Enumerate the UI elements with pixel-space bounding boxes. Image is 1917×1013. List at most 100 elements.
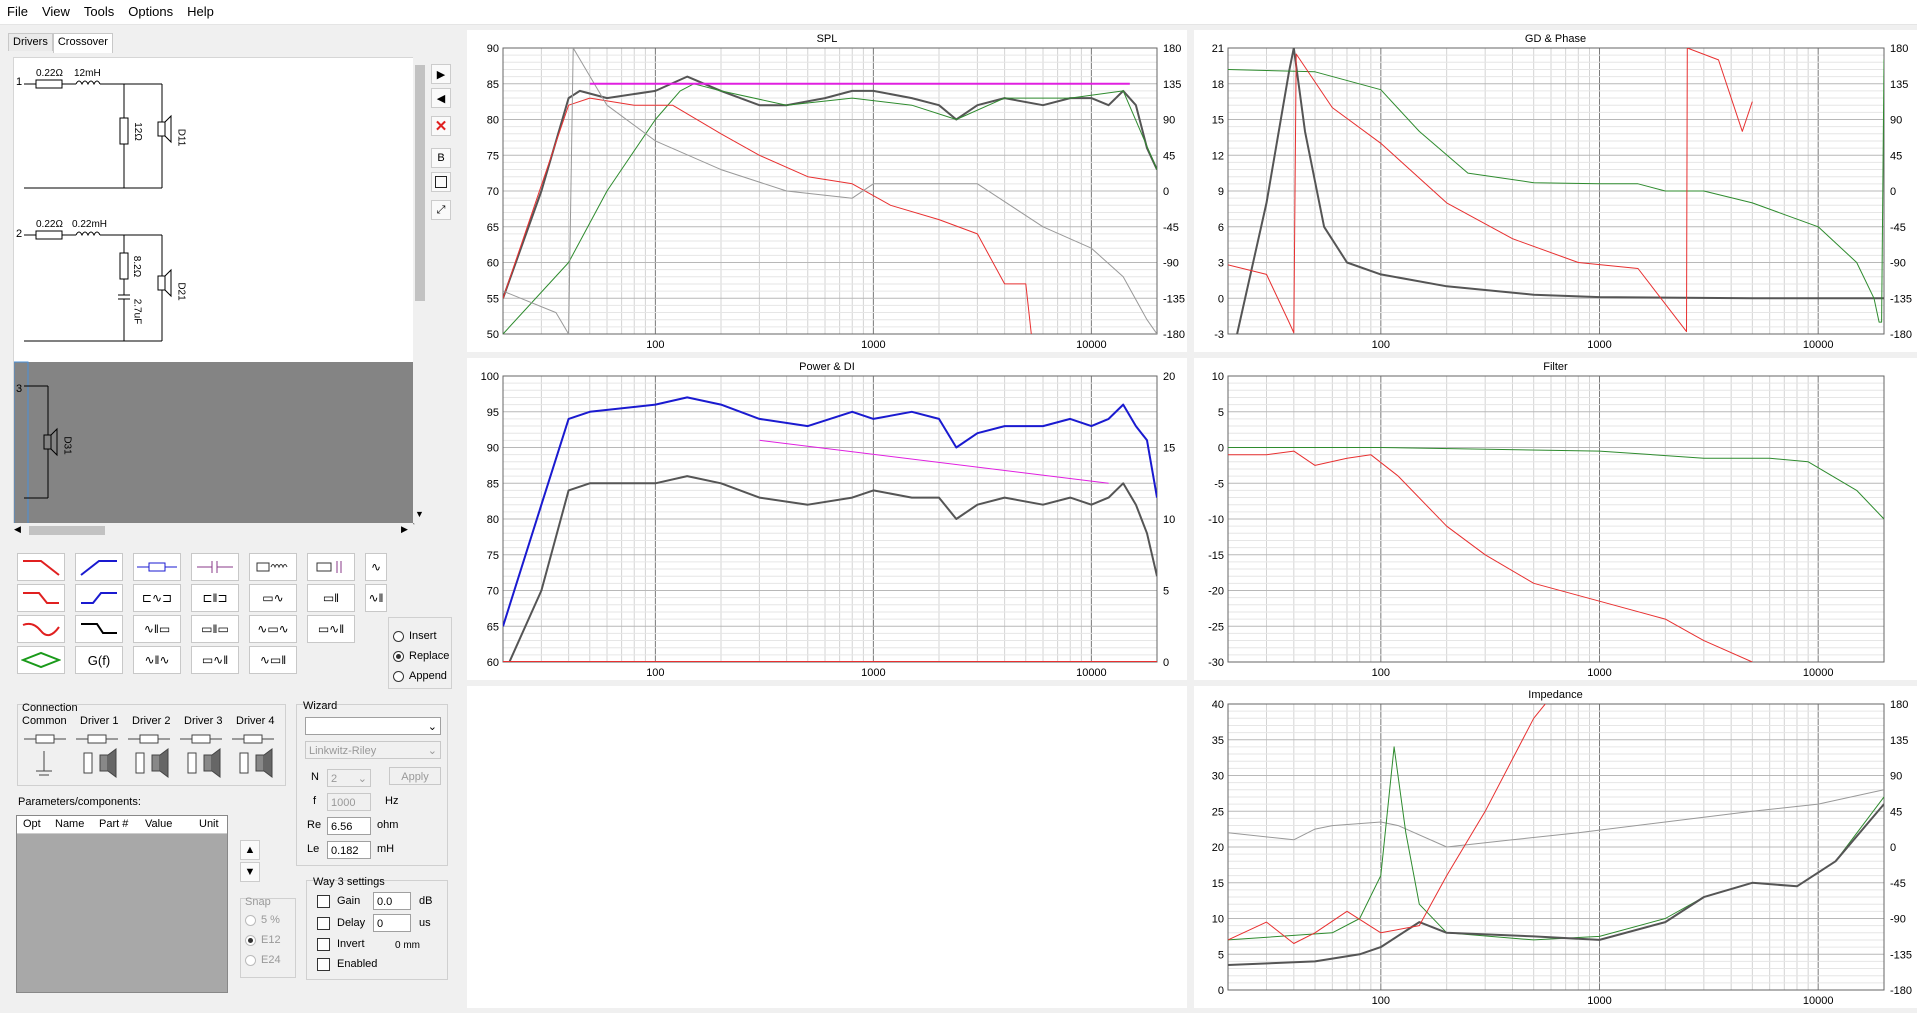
enabled-checkbox[interactable] bbox=[317, 958, 330, 971]
schematic-vertical-scrollbar[interactable]: ▼ bbox=[413, 57, 427, 523]
way1-series-inductor-label[interactable]: 12mH bbox=[74, 68, 101, 79]
capacitor-button[interactable] bbox=[191, 553, 239, 581]
zobel-button[interactable]: ▭∿‖ bbox=[307, 615, 355, 643]
gain-checkbox[interactable] bbox=[317, 895, 330, 908]
r-l-c-network-button[interactable]: ▭∿ bbox=[249, 584, 297, 612]
y-tick-label: 25 bbox=[1212, 806, 1224, 818]
network-b-button[interactable]: ▭∿‖ bbox=[191, 646, 239, 674]
notch-button[interactable] bbox=[75, 615, 123, 643]
highpass-button[interactable] bbox=[75, 553, 123, 581]
way2-series-resistor-label[interactable]: 0.22Ω bbox=[36, 219, 63, 230]
way2-series-inductor-label[interactable]: 0.22mH bbox=[72, 219, 108, 230]
menu-view[interactable]: View bbox=[41, 4, 70, 19]
r-c-network-button[interactable]: ▭‖ bbox=[307, 584, 355, 612]
r-l-series-button[interactable] bbox=[249, 553, 297, 581]
resistor-button[interactable] bbox=[133, 553, 181, 581]
notch-rlc-button[interactable]: ∿▭∿ bbox=[249, 615, 297, 643]
play-forward-button[interactable]: ▶ bbox=[431, 64, 451, 84]
r-c-parallel-button[interactable]: ⊏‖⊐ bbox=[191, 584, 239, 612]
menu-file[interactable]: File bbox=[7, 4, 28, 19]
fit-view-button[interactable]: ⤢ bbox=[431, 200, 451, 220]
scroll-left-arrow-icon[interactable]: ◀ bbox=[14, 524, 21, 534]
l-c-network-button[interactable]: ∿‖ bbox=[365, 584, 387, 612]
square-icon bbox=[435, 176, 447, 188]
lowpass-icon bbox=[23, 560, 60, 576]
b-button[interactable]: B bbox=[431, 148, 451, 168]
schematic-horizontal-scrollbar[interactable]: ◀ ▶ bbox=[13, 523, 413, 538]
snap-e12-radio[interactable] bbox=[245, 935, 256, 946]
way2-driver-label[interactable]: D21 bbox=[175, 282, 187, 301]
insert-mode-group: Insert Replace Append bbox=[388, 617, 452, 689]
menu-tools[interactable]: Tools bbox=[83, 4, 115, 19]
move-up-button[interactable]: ▲ bbox=[240, 840, 260, 860]
scroll-down-arrow-icon[interactable]: ▼ bbox=[415, 509, 424, 519]
highpass-shelf-button[interactable] bbox=[75, 584, 123, 612]
replace-radio[interactable] bbox=[393, 651, 404, 662]
power-di-chart-panel[interactable]: Power & DI 100 95 90 85 80 75 70 65 60 20 15 10 5 0 10… bbox=[467, 358, 1187, 680]
horizontal-scroll-thumb[interactable] bbox=[29, 526, 105, 535]
y2-tick-label: 135 bbox=[1163, 79, 1181, 91]
way1-driver-label[interactable]: D11 bbox=[175, 128, 187, 147]
series-line-3 bbox=[1228, 704, 1546, 944]
tab-drivers[interactable]: Drivers bbox=[8, 33, 53, 51]
bandpass-button[interactable] bbox=[17, 615, 65, 643]
x-tick-label: 1000 bbox=[861, 667, 885, 679]
apply-button[interactable]: Apply bbox=[389, 767, 441, 785]
x-tick-label: 100 bbox=[1372, 995, 1390, 1007]
menu-options[interactable]: Options bbox=[128, 4, 174, 19]
menu-help[interactable]: Help bbox=[187, 4, 214, 19]
series-line-0 bbox=[503, 396, 1157, 627]
impedance-chart-panel[interactable]: Impedance 40 35 30 25 20 15 10 5 0 180 135 90 45 0 -45… bbox=[1194, 686, 1917, 1008]
y-tick-label: 30 bbox=[1212, 771, 1224, 783]
y-tick-label: 50 bbox=[487, 329, 499, 341]
wizard-order-select[interactable]: 2 ⌄ bbox=[327, 769, 371, 787]
play-back-button[interactable]: ◀ bbox=[431, 88, 451, 108]
insert-radio[interactable] bbox=[393, 631, 404, 642]
x-tick-label: 10000 bbox=[1803, 995, 1834, 1007]
crossover-schematic[interactable]: 1 0.22Ω 12mH 12Ω D11 2 0.22Ω 0.22mH 8.2Ω… bbox=[13, 57, 415, 525]
wizard-filter-select[interactable]: Linkwitz-Riley ⌄ bbox=[305, 741, 441, 759]
gain-field[interactable]: 0.0 bbox=[373, 892, 411, 910]
wizard-type-select[interactable]: ⌄ bbox=[305, 717, 441, 735]
scroll-right-arrow-icon[interactable]: ▶ bbox=[401, 524, 408, 534]
y2-tick-label: -45 bbox=[1890, 878, 1906, 890]
spl-chart-panel[interactable]: SPL 90 85 80 75 70 65 60 55 50 180 135 90 45 0 -45 -90 -… bbox=[467, 30, 1187, 352]
y2-tick-label: -135 bbox=[1163, 293, 1185, 305]
snap-e24-radio[interactable] bbox=[245, 955, 256, 966]
parameters-table[interactable]: Opt Name Part # Value Unit bbox=[16, 815, 228, 993]
allpass-button[interactable] bbox=[17, 646, 65, 674]
lowpass-shelf-button[interactable] bbox=[17, 584, 65, 612]
x-tick-label: 10000 bbox=[1803, 339, 1834, 351]
notch-lc-button[interactable]: ∿‖▭ bbox=[133, 615, 181, 643]
le-field[interactable]: 0.182 bbox=[327, 841, 371, 859]
move-down-button[interactable]: ▼ bbox=[240, 862, 260, 882]
way1-shunt-resistor-label[interactable]: 12Ω bbox=[131, 122, 143, 141]
tab-crossover[interactable]: Crossover bbox=[52, 33, 113, 53]
way2-shunt-capacitor-label[interactable]: 2.7uF bbox=[131, 298, 143, 325]
wizard-frequency-field[interactable]: 1000 bbox=[327, 793, 371, 811]
y-tick-label: 18 bbox=[1212, 79, 1224, 91]
append-radio[interactable] bbox=[393, 671, 404, 682]
gd-phase-chart-panel[interactable]: GD & Phase 21 18 15 12 9 6 3 0 -3 180 135 90 45 0 -45 -… bbox=[1194, 30, 1917, 352]
r-l-parallel-button[interactable]: ⊏∿⊐ bbox=[133, 584, 181, 612]
snap-5pct-radio[interactable] bbox=[245, 915, 256, 926]
l-c-series-button[interactable]: ∿ bbox=[365, 553, 387, 581]
checkbox-button[interactable] bbox=[431, 172, 451, 192]
delay-checkbox[interactable] bbox=[317, 917, 330, 930]
way3-driver-label[interactable]: D31 bbox=[61, 436, 73, 455]
way1-series-resistor-label[interactable]: 0.22Ω bbox=[36, 68, 63, 79]
notch-rc-button[interactable]: ▭‖▭ bbox=[191, 615, 239, 643]
schematic-drawing bbox=[14, 79, 414, 524]
delete-button[interactable]: ✕ bbox=[431, 116, 451, 136]
r-c-series-button[interactable] bbox=[307, 553, 355, 581]
lowpass-button[interactable] bbox=[17, 553, 65, 581]
vertical-scroll-thumb[interactable] bbox=[415, 65, 425, 301]
invert-checkbox[interactable] bbox=[317, 938, 330, 951]
transfer-function-button[interactable]: G(f) bbox=[75, 646, 123, 674]
re-field[interactable]: 6.56 bbox=[327, 817, 371, 835]
way2-shunt-resistor-label[interactable]: 8.2Ω bbox=[131, 255, 143, 278]
network-c-button[interactable]: ∿▭‖ bbox=[249, 646, 297, 674]
filter-chart-panel[interactable]: Filter 10 5 0 -5 -10 -15 -20 -25 -30 100 1000 10000 bbox=[1194, 358, 1917, 680]
delay-field[interactable]: 0 bbox=[373, 914, 411, 932]
network-a-button[interactable]: ∿‖∿ bbox=[133, 646, 181, 674]
